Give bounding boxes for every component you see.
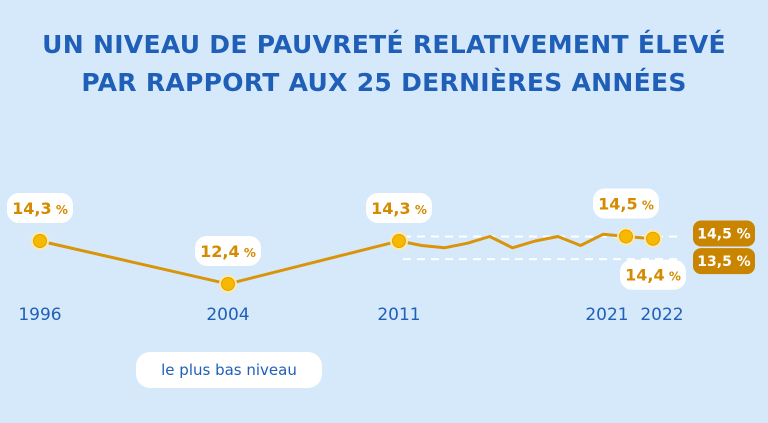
badge-lower-bg xyxy=(693,248,755,275)
badge-lower-text: 13,5 % xyxy=(697,254,750,270)
note-lowest-level: le plus bas niveau xyxy=(136,352,322,388)
data-point xyxy=(33,234,47,248)
data-point xyxy=(221,276,235,291)
badge-upper: 14,5 % xyxy=(693,220,755,247)
x-tick-label: 2004 xyxy=(206,305,249,325)
badge-upper-text: 14,5 % xyxy=(697,226,750,242)
data-label-bg xyxy=(195,235,261,266)
badge-upper-bg xyxy=(693,220,755,247)
x-tick-label: 2021 xyxy=(585,305,628,325)
x-tick-label: 1996 xyxy=(18,305,61,325)
data-label: 14,4 % xyxy=(625,266,681,285)
data-label-bg xyxy=(7,193,73,223)
title-line-1: UN NIVEAU DE PAUVRETÉ RELATIVEMENT ÉLEVÉ xyxy=(42,30,726,59)
data-label: 14,3 % xyxy=(371,199,427,218)
data-label-bg xyxy=(593,188,659,219)
badge-lower: 13,5 % xyxy=(693,248,755,275)
data-point xyxy=(392,234,406,248)
data-point xyxy=(646,231,660,246)
data-label: 12,4 % xyxy=(200,242,256,261)
title-line-2: PAR RAPPORT AUX 25 DERNIÈRES ANNÉES xyxy=(81,68,687,97)
data-label-bg xyxy=(620,259,686,290)
x-tick-label: 2022 xyxy=(640,305,683,325)
data-point xyxy=(619,229,633,244)
data-label: 14,3 % xyxy=(12,199,68,218)
data-label-bg xyxy=(366,193,432,223)
data-label: 14,5 % xyxy=(598,194,654,213)
chart-title: UN NIVEAU DE PAUVRETÉ RELATIVEMENT ÉLEVÉ… xyxy=(0,26,768,102)
x-tick-label: 2011 xyxy=(377,305,420,325)
